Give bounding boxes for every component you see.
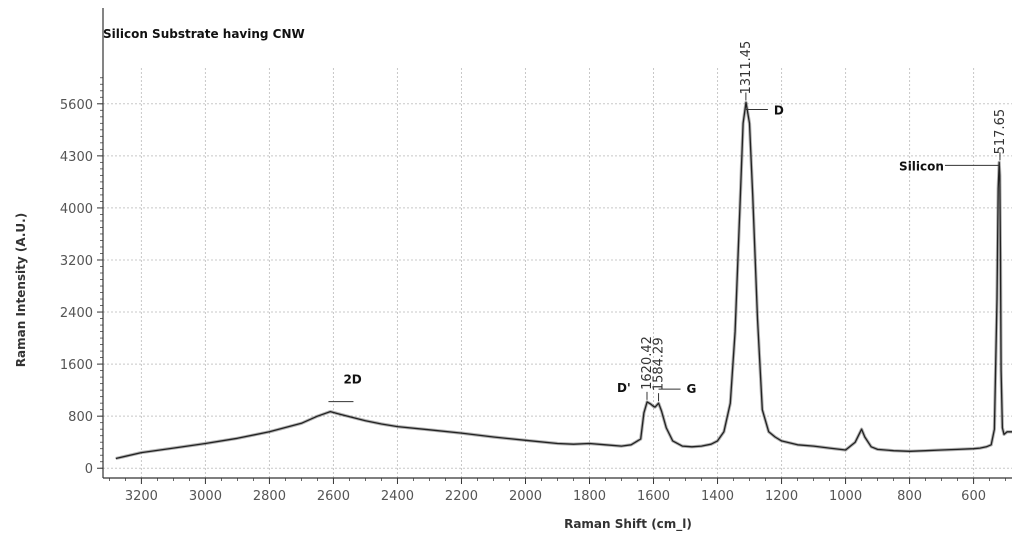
y-tick-label: 0 bbox=[85, 462, 93, 477]
x-tick-label: 800 bbox=[897, 489, 922, 504]
annotation-label: Silicon bbox=[899, 159, 944, 173]
annotation-label: D' bbox=[617, 381, 631, 395]
annotation-label: G bbox=[687, 382, 697, 396]
y-tick-label: 1600 bbox=[60, 358, 93, 373]
x-tick-label: 2600 bbox=[317, 489, 350, 504]
x-axis-label: Raman Shift (cm_l) bbox=[564, 517, 692, 532]
peak-label: 1620.42 bbox=[640, 336, 655, 390]
peak-label: 1584.29 bbox=[652, 337, 667, 391]
grid-lines bbox=[103, 68, 1012, 478]
series-group bbox=[115, 100, 1012, 461]
y-tick-label: 4000 bbox=[60, 202, 93, 217]
y-tick-label: 3200 bbox=[60, 254, 93, 269]
peak-label: 1311.45 bbox=[739, 41, 754, 95]
annotation-label: 2D bbox=[343, 373, 361, 387]
y-tick-labels: 0 800 1600 2400 3200 4000 4300 5600 bbox=[60, 98, 93, 477]
annotation-label: D bbox=[774, 103, 784, 117]
x-tick-label: 1000 bbox=[829, 489, 862, 504]
annotations: D Silicon G D' 2D bbox=[328, 103, 1000, 403]
x-tick-label: 2800 bbox=[253, 489, 286, 504]
x-tick-label: 2400 bbox=[381, 489, 414, 504]
x-tick-label: 1600 bbox=[637, 489, 670, 504]
x-tick-labels: 3200 3000 2800 2600 2400 2200 2000 1800 1600 1400… bbox=[125, 489, 986, 504]
peak-label: 517.65 bbox=[993, 109, 1008, 155]
x-tick-label: 600 bbox=[961, 489, 986, 504]
x-tick-label: 1400 bbox=[701, 489, 734, 504]
y-tick-label: 800 bbox=[68, 410, 93, 425]
axes bbox=[97, 8, 1012, 484]
y-tick-label: 2400 bbox=[60, 306, 93, 321]
x-tick-label: 1200 bbox=[765, 489, 798, 504]
x-tick-label: 1800 bbox=[573, 489, 606, 504]
y-tick-label: 5600 bbox=[60, 98, 93, 113]
chart-title: Silicon Substrate having CNW bbox=[103, 27, 305, 41]
y-axis-label: Raman Intensity (A.U.) bbox=[14, 213, 28, 367]
x-tick-label: 2200 bbox=[445, 489, 478, 504]
x-tick-label: 2000 bbox=[509, 489, 542, 504]
x-tick-label: 3200 bbox=[125, 489, 158, 504]
series-line bbox=[115, 101, 1012, 460]
x-tick-label: 3000 bbox=[189, 489, 222, 504]
y-tick-label: 4300 bbox=[60, 150, 93, 165]
